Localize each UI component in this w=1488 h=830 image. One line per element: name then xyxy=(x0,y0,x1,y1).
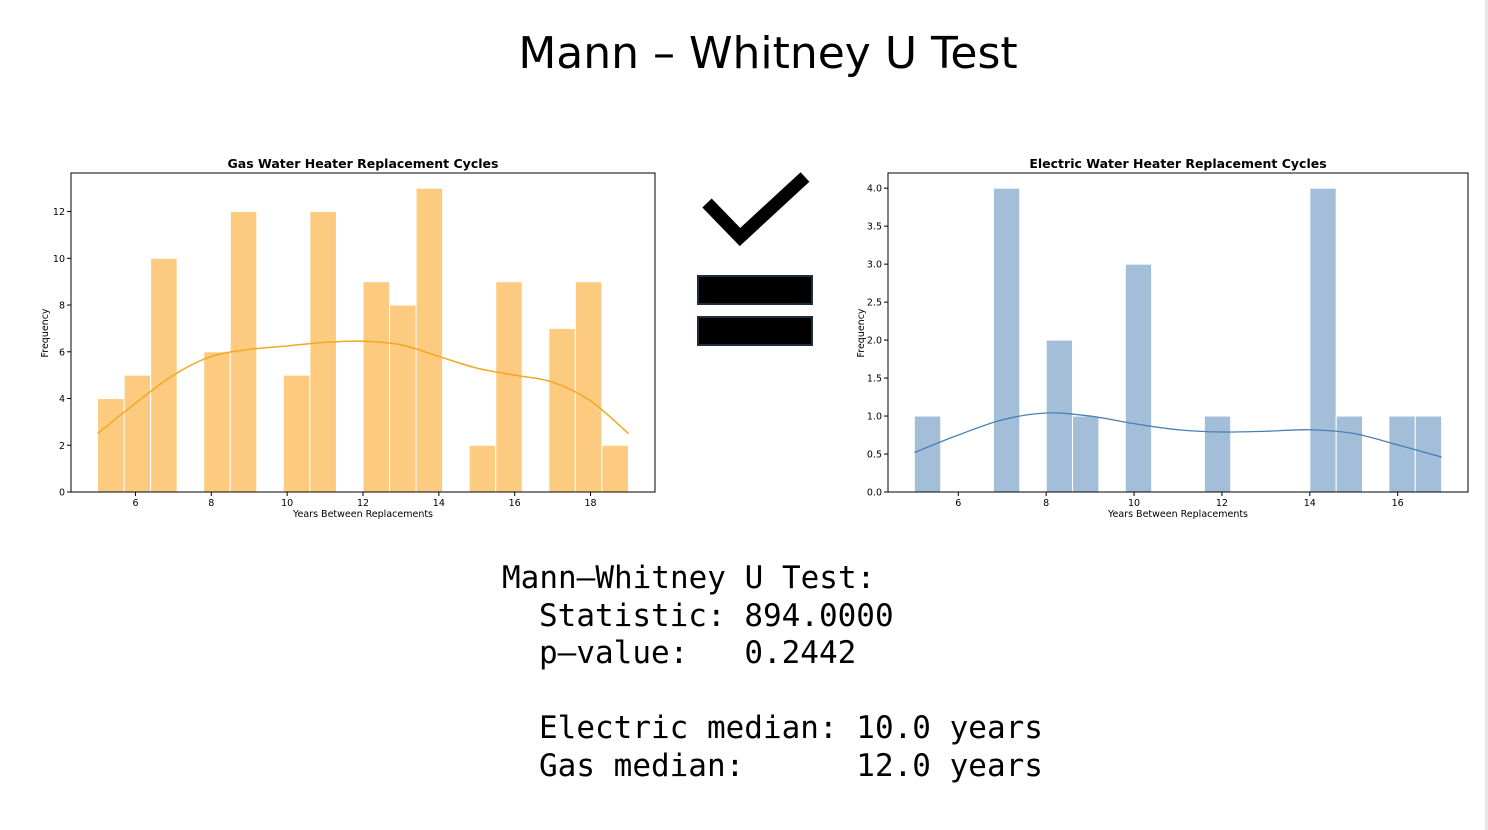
gas-bar-0 xyxy=(97,398,125,493)
gas-xtick-label: 8 xyxy=(208,498,214,509)
gas-x-axis-label: Years Between Replacements xyxy=(292,509,433,520)
elec-ytick-label: 1.0 xyxy=(867,412,882,423)
gas-bar-14 xyxy=(601,444,629,493)
elec-bar-2 xyxy=(1045,339,1074,493)
elec-bar-8 xyxy=(1388,415,1416,493)
electric-y-axis-label: Frequency xyxy=(856,308,867,357)
gas-x-ticks: 6 8 10 12 14 16 18 xyxy=(132,492,597,509)
gas-xtick-label: 18 xyxy=(584,498,596,509)
gas-bar-6 xyxy=(309,211,337,493)
gas-median-value: 12.0 years xyxy=(856,747,1043,784)
gas-xtick-label: 16 xyxy=(509,498,521,509)
elec-ytick-label: 2.0 xyxy=(867,336,882,347)
elec-xtick-label: 12 xyxy=(1216,498,1228,509)
elec-bar-6 xyxy=(1309,187,1337,493)
slide-edge xyxy=(1485,0,1488,830)
electric-y-ticks: 0.0 0.5 1.0 1.5 2.0 2.5 3.0 3.5 4.0 xyxy=(867,184,888,499)
test-results: Mann–Whitney U Test: Statistic: 894.0000 p… xyxy=(502,560,1043,785)
statistic-value: 894.0000 xyxy=(744,597,894,634)
elec-ytick-label: 3.5 xyxy=(867,222,882,233)
elec-ytick-label: 3.0 xyxy=(867,260,882,271)
pvalue-row: p–value: 0.2442 xyxy=(502,635,1043,673)
gas-bar-11 xyxy=(495,281,523,493)
elec-ytick-label: 0.5 xyxy=(867,450,882,461)
gas-bar-3 xyxy=(203,351,231,493)
gas-ytick-label: 12 xyxy=(53,207,65,218)
electric-plot-frame xyxy=(887,172,1469,493)
elec-xtick-label: 6 xyxy=(955,498,961,509)
gas-ytick-label: 0 xyxy=(59,488,65,499)
elec-bar-0 xyxy=(913,415,942,493)
gas-kde-line xyxy=(97,340,629,435)
gas-ytick-label: 4 xyxy=(59,394,65,405)
elec-xtick-label: 10 xyxy=(1128,498,1140,509)
elec-ytick-label: 0.0 xyxy=(867,488,882,499)
results-heading: Mann–Whitney U Test: xyxy=(502,560,876,596)
gas-xtick-label: 10 xyxy=(281,498,293,509)
gas-bars xyxy=(97,187,629,493)
elec-xtick-label: 8 xyxy=(1043,498,1049,509)
check-icon xyxy=(702,172,810,247)
electric-x-axis-label: Years Between Replacements xyxy=(1107,509,1248,520)
elec-xtick-label: 16 xyxy=(1392,498,1404,509)
gas-ytick-label: 10 xyxy=(53,254,65,265)
blank-line xyxy=(502,673,1043,711)
gas-chart: Gas Water Heater Replacement Cycles 6 8 10… xyxy=(40,156,656,520)
pvalue-label: p–value: xyxy=(539,635,689,671)
gas-bar-5 xyxy=(282,374,311,493)
gas-median-label: Gas median: xyxy=(539,747,745,784)
elec-ytick-label: 1.5 xyxy=(867,374,882,385)
slide-title: Mann – Whitney U Test xyxy=(518,28,1018,79)
gas-xtick-label: 12 xyxy=(357,498,369,509)
equals-icon xyxy=(697,275,813,346)
gas-bar-8 xyxy=(389,304,417,493)
elec-bar-4 xyxy=(1124,263,1153,493)
gas-bar-9 xyxy=(415,187,444,493)
elec-bar-1 xyxy=(992,187,1021,493)
electric-median-value: 10.0 years xyxy=(856,710,1043,746)
elec-ytick-label: 4.0 xyxy=(867,184,882,195)
statistic-row: Statistic: 894.0000 xyxy=(502,598,1043,636)
gas-chart-title: Gas Water Heater Replacement Cycles xyxy=(228,156,499,171)
electric-chart: Electric Water Heater Replacement Cycles… xyxy=(856,156,1469,520)
electric-x-ticks: 6 8 10 12 14 16 xyxy=(955,492,1404,509)
electric-kde-line xyxy=(914,412,1442,458)
gas-y-axis-label: Frequency xyxy=(40,308,51,357)
electric-chart-title: Electric Water Heater Replacement Cycles xyxy=(1029,156,1326,171)
pvalue-value: 0.2442 xyxy=(744,635,857,671)
elec-xtick-label: 14 xyxy=(1304,498,1316,509)
statistic-label: Statistic: xyxy=(539,597,726,634)
gas-xtick-label: 6 xyxy=(132,498,138,509)
electric-median-label: Electric median: xyxy=(539,710,838,746)
gas-ytick-label: 6 xyxy=(59,347,65,358)
elec-ytick-label: 2.5 xyxy=(867,298,882,309)
gas-bar-10 xyxy=(468,444,497,493)
elec-bar-3 xyxy=(1072,415,1100,493)
gas-bar-7 xyxy=(362,281,391,493)
gas-bar-13 xyxy=(574,281,603,493)
gas-xtick-label: 14 xyxy=(433,498,445,509)
electric-median-row: Electric median: 10.0 years xyxy=(502,710,1043,748)
electric-bars xyxy=(913,187,1443,493)
gas-ytick-label: 2 xyxy=(59,441,65,452)
gas-bar-12 xyxy=(548,327,576,493)
gas-median-row: Gas median: 12.0 years xyxy=(502,748,1043,786)
elec-bar-5 xyxy=(1203,415,1232,493)
elec-bar-7 xyxy=(1335,415,1364,493)
gas-bar-1 xyxy=(123,374,152,493)
gas-y-ticks: 0 2 4 6 8 10 12 xyxy=(53,207,71,499)
gas-ytick-label: 8 xyxy=(59,301,65,312)
